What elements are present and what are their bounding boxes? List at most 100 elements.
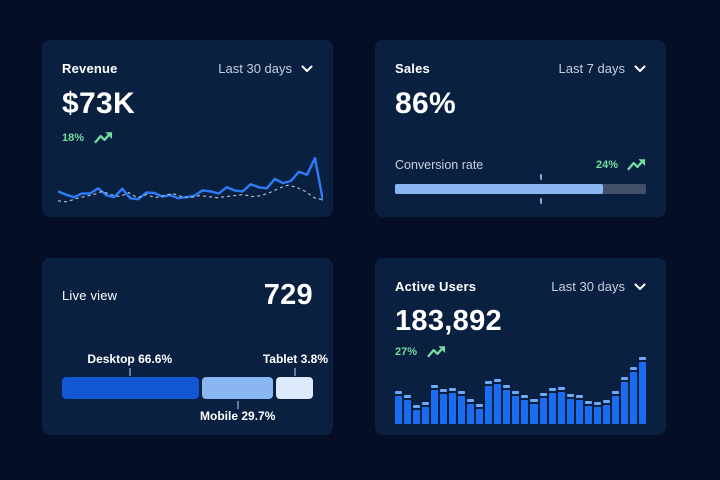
user-bar [611,391,619,424]
sales-card-title: Sales [395,61,430,76]
user-bar [431,385,439,424]
live-view-card-title: Live view [62,288,118,303]
active-users-range-label: Last 30 days [551,279,625,294]
revenue-range-dropdown[interactable]: Last 30 days [218,61,313,76]
user-bar [557,387,565,424]
user-bar [422,402,430,424]
active-users-card-title: Active Users [395,279,477,294]
user-bar-cap [557,387,565,390]
device-labels-top: Desktop 66.6% Tablet 3.8% [62,352,328,367]
sales-range-label: Last 7 days [558,61,626,76]
revenue-delta-row: 18% [62,131,313,145]
segment-mobile [202,377,274,399]
user-bar-body [593,407,601,424]
progress-marker-top [539,174,542,180]
user-bar [449,388,457,424]
active-users-delta: 27% [395,346,418,358]
user-bar-body [476,409,484,424]
user-bar-cap [422,402,430,405]
conversion-label: Conversion rate [395,158,484,172]
device-ticks-bottom [62,400,313,409]
user-bar [593,402,601,424]
trending-up-icon [627,158,646,172]
user-bar-cap [440,389,448,392]
user-bar [566,394,574,424]
chevron-down-icon [634,65,646,73]
user-bar-cap [476,404,484,407]
active-users-delta-row: 27% [395,345,646,359]
chevron-down-icon [301,65,313,73]
user-bar-cap [611,391,619,394]
user-bar-body [611,396,619,424]
user-bar [539,393,547,424]
conversion-row: Conversion rate 24% [395,158,646,172]
live-view-value: 729 [263,279,313,311]
user-bar-body [620,382,628,424]
user-bar-body [575,400,583,424]
segment-desktop [62,377,200,399]
user-bar-body [521,400,529,424]
user-bar-cap [629,367,637,370]
user-bar-cap [494,379,502,382]
user-bar-cap [413,405,421,408]
user-bar [467,399,475,424]
user-bar [629,367,637,424]
user-bar-cap [395,391,403,394]
user-bar-cap [521,395,529,398]
device-tick-desktop [128,368,131,376]
user-bar-cap [638,357,646,360]
user-bar-body [512,396,520,424]
user-bar-body [440,394,448,424]
user-bar-cap [503,385,511,388]
user-bar-body [422,407,430,424]
user-bar-cap [458,391,466,394]
user-bar-cap [548,388,556,391]
device-label-tablet: Tablet 3.8% [262,352,328,366]
user-bar-cap [485,381,493,384]
device-split-bar [62,377,313,399]
user-bar-body [557,392,565,424]
user-bar-cap [602,400,610,403]
revenue-range-label: Last 30 days [218,61,292,76]
active-users-value: 183,892 [395,305,502,337]
user-bar-cap [575,395,583,398]
user-bar [512,391,520,424]
user-bar-body [629,372,637,424]
user-bar-body [404,400,412,424]
user-bar-body [638,362,646,424]
user-bar [503,385,511,424]
user-bar [530,399,538,424]
sales-value: 86% [395,87,456,120]
device-labels-bottom: Mobile 29.7% [62,409,313,424]
trending-up-icon [427,345,446,359]
active-users-card: Active Users Last 30 days 183,892 27% [375,258,666,435]
active-users-range-dropdown[interactable]: Last 30 days [551,279,646,294]
device-label-mobile: Mobile 29.7% [200,409,276,423]
sales-conversion-block: Conversion rate 24% [395,158,646,204]
sales-card-header: Sales Last 7 days [395,61,646,76]
sales-card: Sales Last 7 days 86% Conversion rate 24… [375,40,666,217]
user-bar-cap [404,395,412,398]
device-tick-tablet [294,368,297,376]
user-bar [485,381,493,424]
user-bar [602,400,610,424]
sales-range-dropdown[interactable]: Last 7 days [559,61,647,76]
device-split-chart: Desktop 66.6% Tablet 3.8% Mobile 29.7% [62,352,328,424]
user-bar-body [494,384,502,424]
sales-delta: 24% [595,159,618,171]
user-bar [395,391,403,424]
user-bar-body [530,404,538,424]
user-bar-body [548,393,556,424]
user-bar-body [449,393,457,424]
user-bar-cap [431,385,439,388]
live-view-card: Live view 729 Desktop 66.6% Tablet 3.8% M… [42,258,333,435]
user-bar-body [566,399,574,424]
user-bar-body [413,410,421,424]
live-view-card-header: Live view 729 [62,279,313,312]
user-bar-body [602,405,610,424]
user-bar-cap [467,399,475,402]
user-bar-body [503,390,511,424]
user-bar-cap [593,402,601,405]
revenue-card-title: Revenue [62,61,118,76]
